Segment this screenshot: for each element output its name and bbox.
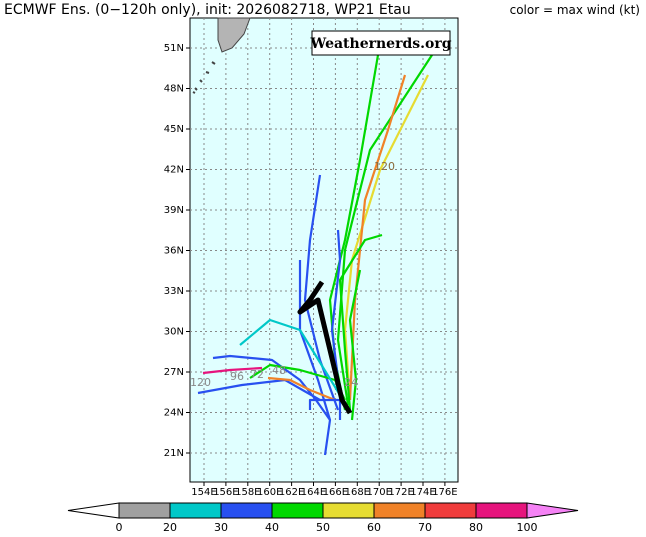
colorbar-segment bbox=[169, 502, 222, 519]
track-label: 72 bbox=[250, 368, 264, 381]
lon-label: 166E bbox=[323, 487, 348, 498]
lon-label: 174E bbox=[410, 487, 435, 498]
lat-label: 24N bbox=[164, 408, 184, 419]
lat-label: 51N bbox=[164, 43, 184, 54]
islands bbox=[192, 61, 216, 94]
colorbar-segment bbox=[271, 502, 324, 519]
colorbar-segment bbox=[220, 502, 273, 519]
lon-label: 160E bbox=[257, 487, 282, 498]
track-labels: 120 96 72 48 120 24 bbox=[190, 160, 395, 389]
colorbar-arrow bbox=[526, 502, 579, 519]
map-frame bbox=[189, 17, 459, 483]
track-label: 120 bbox=[374, 160, 395, 173]
colorbar: 0 20 30 40 50 60 70 80 100 bbox=[67, 502, 579, 534]
colorbar-segment bbox=[118, 502, 171, 519]
colorbar-label: 50 bbox=[316, 521, 330, 533]
colorbar-label: 80 bbox=[469, 521, 483, 533]
colorbar-label: 60 bbox=[367, 521, 381, 533]
lon-label: 176E bbox=[432, 487, 457, 498]
colorbar-label: 0 bbox=[116, 521, 123, 533]
colorbar-label: 20 bbox=[163, 521, 177, 533]
lat-label: 42N bbox=[164, 165, 184, 176]
lat-label: 45N bbox=[164, 124, 184, 135]
track-label: 120 bbox=[190, 376, 211, 389]
lat-label: 39N bbox=[164, 205, 184, 216]
colorbar-segment bbox=[373, 502, 426, 519]
track-label: 96 bbox=[230, 370, 244, 383]
watermark: Weathernerds.org bbox=[310, 36, 452, 52]
lon-label: 156E bbox=[213, 487, 238, 498]
lat-label: 30N bbox=[164, 327, 184, 338]
lat-label: 33N bbox=[164, 286, 184, 297]
lon-label: 170E bbox=[366, 487, 391, 498]
lon-label: 162E bbox=[279, 487, 304, 498]
lon-label: 154E bbox=[191, 487, 216, 498]
lon-label: 158E bbox=[235, 487, 260, 498]
colorbar-arrow bbox=[67, 502, 120, 519]
colorbar-segment bbox=[424, 502, 477, 519]
track-label: 48 bbox=[272, 364, 286, 377]
lat-label: 21N bbox=[164, 448, 184, 459]
colorbar-label: 30 bbox=[214, 521, 228, 533]
lat-label: 36N bbox=[164, 246, 184, 257]
title: ECMWF Ens. (0−120h only), init: 20260827… bbox=[4, 2, 411, 18]
land bbox=[217, 17, 251, 53]
colorbar-segment bbox=[322, 502, 375, 519]
lon-label: 172E bbox=[388, 487, 413, 498]
track-label: 24 bbox=[344, 376, 358, 389]
colorbar-label: 40 bbox=[265, 521, 279, 533]
colorbar-label: 100 bbox=[517, 521, 538, 533]
lat-label: 48N bbox=[164, 84, 184, 95]
lon-label: 164E bbox=[301, 487, 326, 498]
legend-title: color = max wind (kt) bbox=[510, 3, 640, 17]
watermark-box bbox=[311, 30, 451, 56]
lon-label: 168E bbox=[345, 487, 370, 498]
ensemble-mean-track bbox=[297, 280, 353, 415]
lat-label: 27N bbox=[164, 367, 184, 378]
grid: 51N 48N 45N 42N 39N 36N 33N 30N 27N 24N 21N 154E156… bbox=[164, 18, 458, 498]
colorbar-segment bbox=[475, 502, 528, 519]
ensemble-tracks bbox=[197, 54, 433, 456]
colorbar-label: 70 bbox=[418, 521, 432, 533]
